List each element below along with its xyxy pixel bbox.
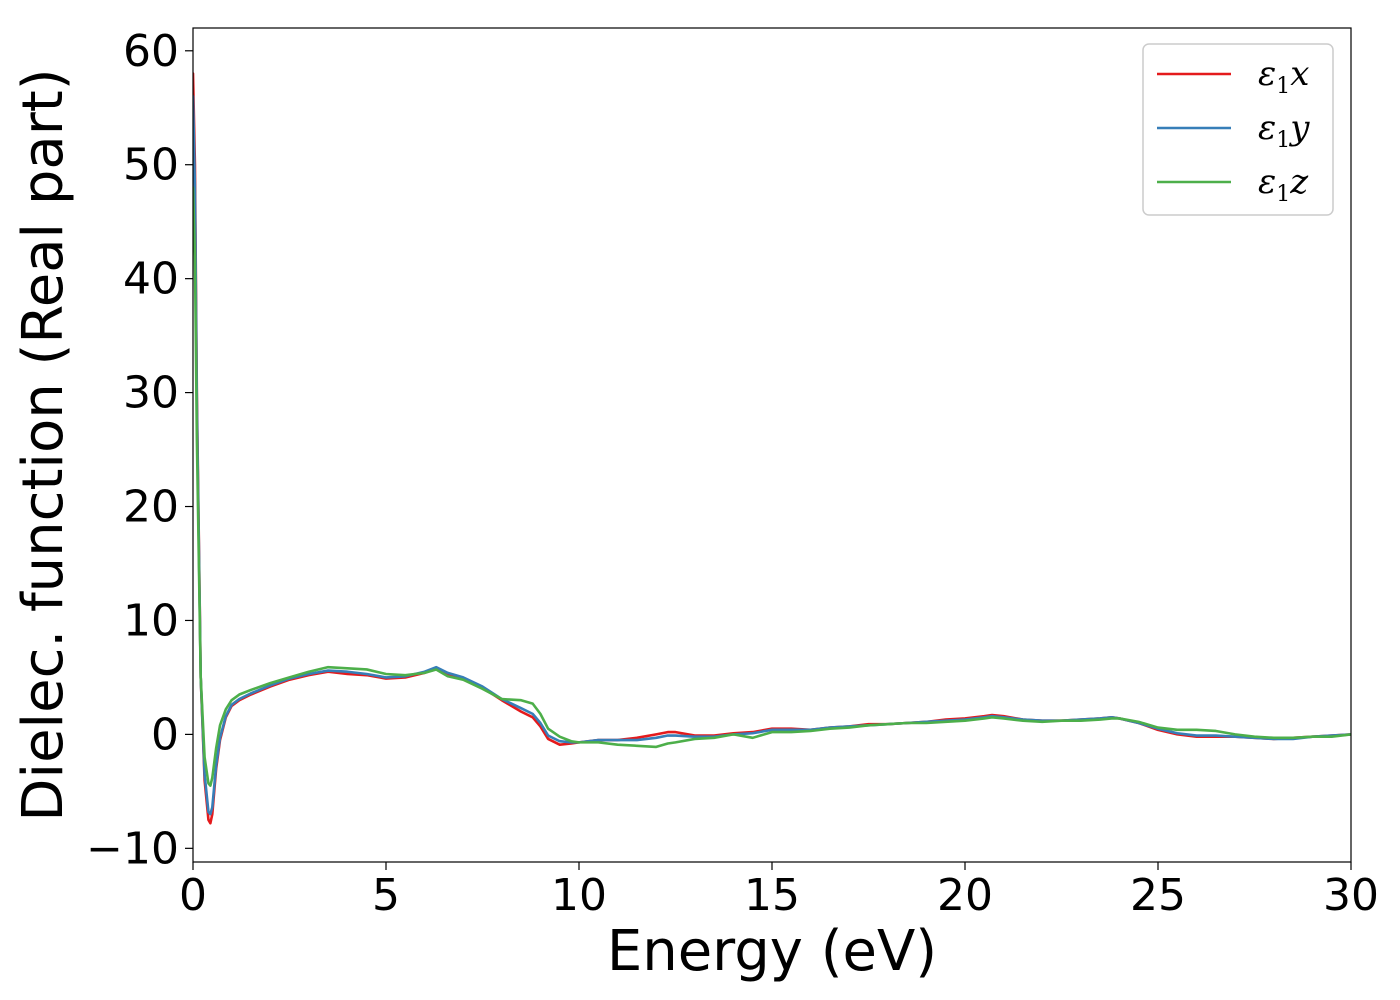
y-tick-label: 50 — [123, 140, 179, 191]
x-tick-label: 10 — [551, 870, 607, 921]
x-tick-label: 30 — [1323, 870, 1379, 921]
series-line-z — [193, 186, 1351, 787]
x-axis-label: Energy (eV) — [607, 919, 937, 984]
x-tick-label: 15 — [744, 870, 800, 921]
x-axis-ticks: 0 5 10 15 20 25 30 — [179, 862, 1379, 921]
legend-label-x: ε1x — [1258, 54, 1309, 99]
y-tick-label: 40 — [123, 254, 179, 305]
y-tick-label: 60 — [123, 26, 179, 77]
y-axis-label: Dielec. function (Real part) — [11, 68, 76, 821]
x-tick-label: 5 — [372, 870, 400, 921]
legend-label-z: ε1z — [1258, 162, 1309, 207]
legend-label-y: ε1y — [1258, 108, 1310, 153]
y-tick-label: 20 — [123, 482, 179, 533]
x-tick-label: 0 — [179, 870, 207, 921]
y-tick-label: 0 — [151, 709, 179, 760]
legend-box — [1142, 43, 1334, 216]
x-tick-label: 25 — [1130, 870, 1186, 921]
y-tick-label: 30 — [123, 368, 179, 419]
y-tick-label: 10 — [123, 595, 179, 646]
y-axis-ticks: −10 0 10 20 30 40 50 60 — [86, 26, 193, 874]
legend: ε1x ε1y ε1z — [1142, 43, 1334, 216]
series-layer — [193, 72, 1351, 825]
y-tick-label: −10 — [86, 823, 179, 874]
x-tick-label: 20 — [937, 870, 993, 921]
